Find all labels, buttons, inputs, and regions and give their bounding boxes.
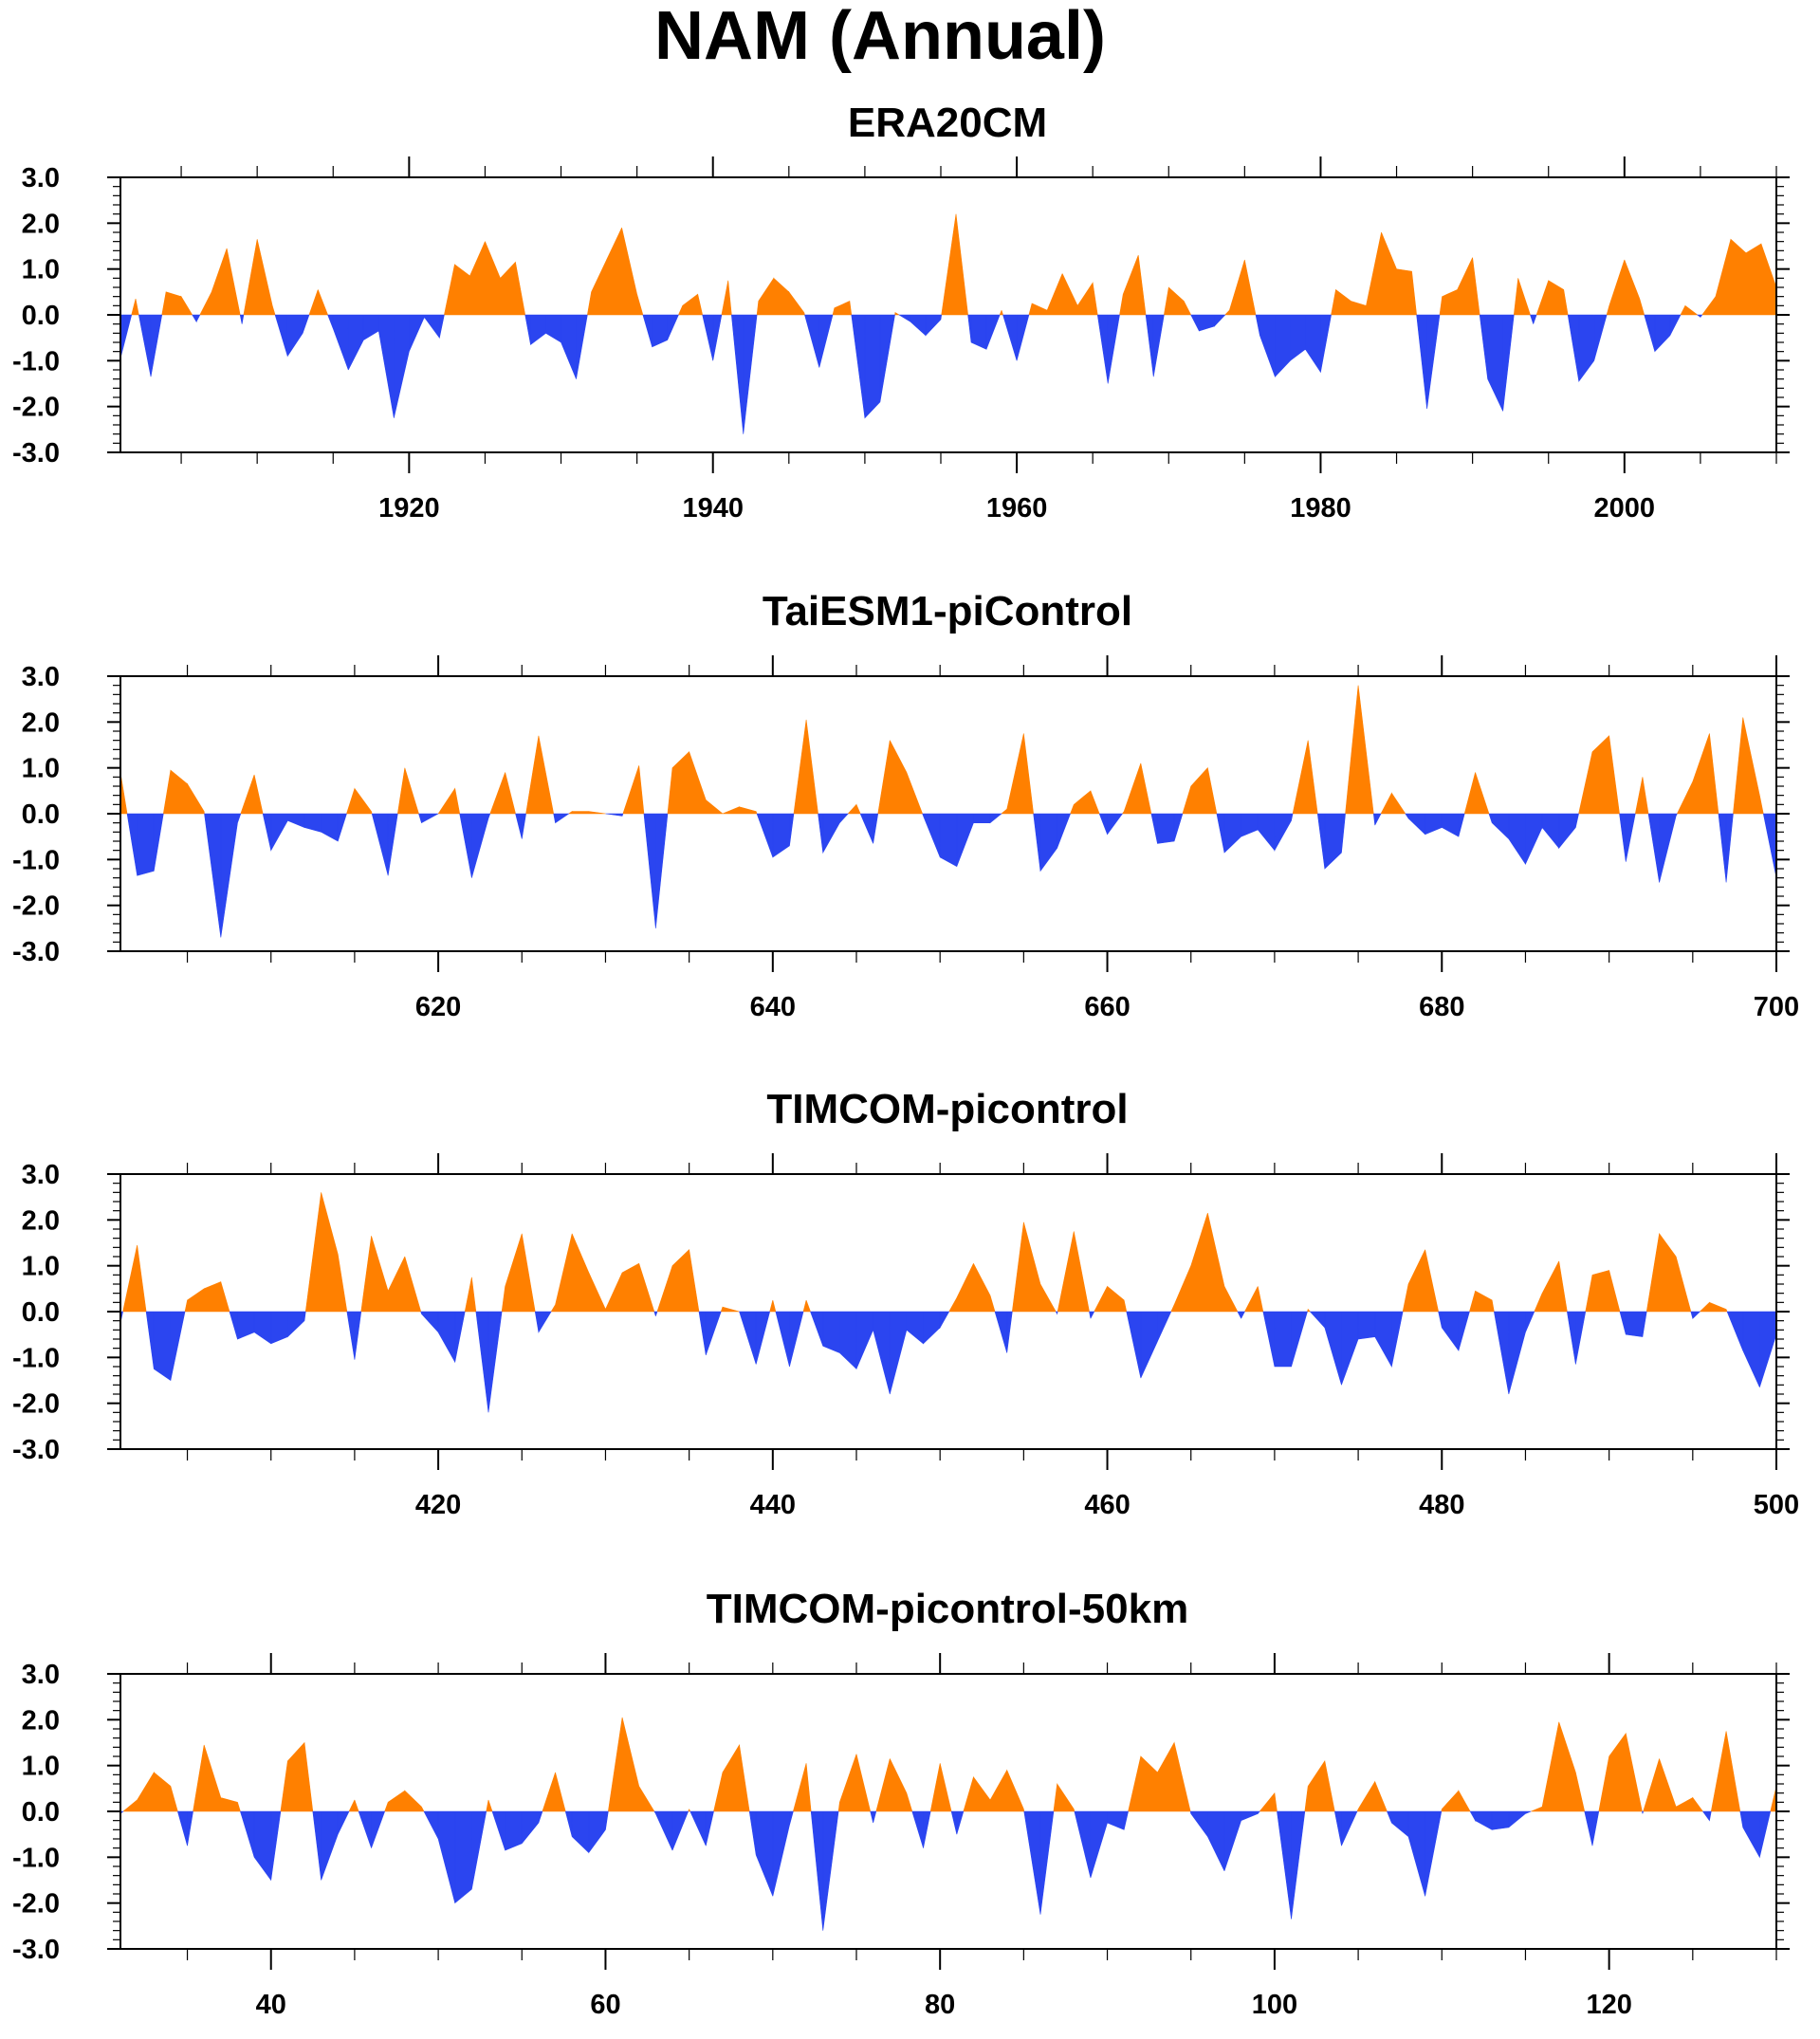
x-tick-label: 120	[1586, 1990, 1631, 2020]
y-tick-label: 1.0	[22, 1252, 60, 1282]
y-tick-label: 2.0	[22, 1705, 60, 1736]
x-tick-label: 1980	[1290, 493, 1351, 524]
panel-title: TaiESM1-piControl	[763, 588, 1132, 634]
x-tick-label: 680	[1419, 992, 1464, 1022]
y-tick-label: -3.0	[12, 1435, 60, 1465]
y-tick-label: -1.0	[12, 845, 60, 875]
y-tick-label: 2.0	[22, 707, 60, 738]
y-tick-label: 0.0	[22, 799, 60, 830]
positive-area	[131, 213, 1776, 316]
x-tick-label: 480	[1419, 1490, 1464, 1520]
panel-title: TIMCOM-picontrol-50km	[707, 1586, 1188, 1632]
x-tick-label: 2000	[1594, 493, 1656, 524]
y-tick-label: -3.0	[12, 937, 60, 967]
x-tick-label: 460	[1084, 1490, 1130, 1520]
y-tick-label: -3.0	[12, 1935, 60, 1965]
x-tick-label: 500	[1754, 1490, 1799, 1520]
y-tick-label: -1.0	[12, 1843, 60, 1873]
x-tick-label: 80	[925, 1990, 955, 2020]
y-tick-label: -3.0	[12, 438, 60, 468]
y-tick-label: 2.0	[22, 209, 60, 239]
negative-area	[126, 813, 1776, 938]
panel-taiesm1-picontrol: TaiESM1-piControl 3.0 2.0 1.0 0.0 -1.0 -2.0 -3…	[12, 588, 1799, 1022]
y-tick-label: -2.0	[12, 393, 60, 423]
negative-area	[120, 1810, 1772, 1931]
x-tick-label: 620	[415, 992, 461, 1022]
y-tick-label: 0.0	[22, 1797, 60, 1828]
y-tick-label: 1.0	[22, 754, 60, 784]
figure-title: NAM (Annual)	[654, 0, 1106, 74]
area-fill	[120, 1192, 1776, 1413]
x-tick-label: 40	[256, 1990, 286, 2020]
y-tick-label: -1.0	[12, 1343, 60, 1373]
y-tick-label: 1.0	[22, 255, 60, 285]
x-tick-label: 420	[415, 1490, 461, 1520]
area-fill	[120, 685, 1776, 938]
area-fill	[120, 1717, 1776, 1931]
x-tick-label: 700	[1754, 992, 1799, 1022]
x-tick-label: 640	[750, 992, 796, 1022]
x-tick-label: 60	[590, 1990, 620, 2020]
y-tick-label: -2.0	[12, 891, 60, 922]
panel-timcom-picontrol: TIMCOM-picontrol 3.0 2.0 1.0 0.0 -1.0 -2.0 -3.…	[12, 1086, 1799, 1520]
y-tick-label: 2.0	[22, 1205, 60, 1236]
x-tick-label: 1960	[986, 493, 1048, 524]
y-tick-label: -2.0	[12, 1389, 60, 1420]
negative-area	[120, 314, 1703, 434]
positive-area	[122, 1717, 1776, 1812]
y-tick-label: 3.0	[22, 1160, 60, 1190]
x-tick-label: 1920	[378, 493, 440, 524]
panel-title: ERA20CM	[848, 100, 1047, 146]
x-tick-label: 1940	[682, 493, 744, 524]
y-tick-label: -2.0	[12, 1889, 60, 1920]
y-tick-label: 3.0	[22, 163, 60, 193]
y-tick-label: -1.0	[12, 346, 60, 377]
area-fill	[120, 213, 1776, 434]
panel-timcom-picontrol-50km: TIMCOM-picontrol-50km 3.0 2.0 1.0 0.0 -1.0 -2…	[12, 1586, 1790, 2020]
panel-era20cm: ERA20CM 3.0 2.0 1.0 0.0 -1.0 -2.0 -3.0 1920 1940…	[12, 100, 1790, 524]
y-tick-label: 3.0	[22, 1660, 60, 1690]
y-tick-label: 0.0	[22, 301, 60, 331]
panel-title: TIMCOM-picontrol	[766, 1086, 1128, 1132]
positive-area	[120, 685, 1764, 815]
y-tick-label: 0.0	[22, 1297, 60, 1328]
y-tick-label: 1.0	[22, 1752, 60, 1782]
negative-area	[120, 1311, 1776, 1413]
x-tick-label: 440	[750, 1490, 796, 1520]
x-tick-label: 660	[1084, 992, 1130, 1022]
y-tick-label: 3.0	[22, 662, 60, 692]
x-tick-label: 100	[1252, 1990, 1297, 2020]
positive-area	[122, 1192, 1728, 1313]
